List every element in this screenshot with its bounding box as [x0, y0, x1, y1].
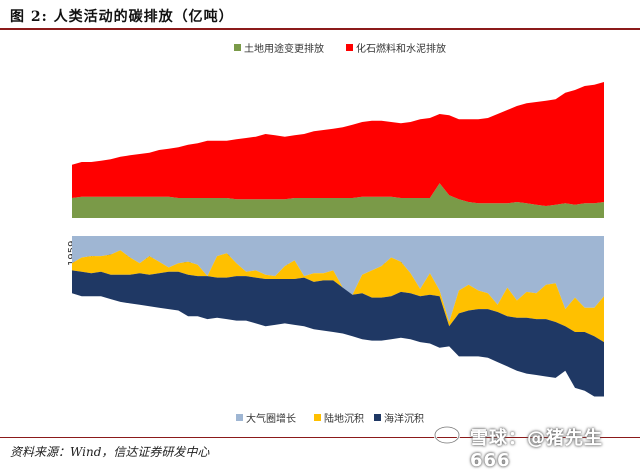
area-land-use: [72, 183, 604, 218]
source-note: 资料来源：Wind，信达证券研发中心: [10, 445, 210, 459]
legend-bottom: 大气圈增长 陆地沉积 海洋沉积: [236, 412, 424, 425]
legend-label-atmosphere: 大气圈增长: [246, 412, 296, 425]
legend-label-land-sink: 陆地沉积: [324, 412, 364, 425]
legend-label-ocean-sink: 海洋沉积: [384, 412, 424, 425]
title-rule: [0, 28, 640, 30]
figure-title: 图 2: 人类活动的碳排放（亿吨）: [10, 9, 234, 25]
legend-swatch-fossil: [346, 44, 353, 51]
legend-swatch-land-use: [234, 44, 241, 51]
legend-label-land-use: 土地用途变更排放: [244, 42, 324, 55]
emissions-areas: [72, 82, 604, 218]
legend-label-fossil: 化石燃料和水泥排放: [356, 42, 446, 55]
area-fossil: [72, 82, 604, 206]
sinks-areas: [72, 236, 604, 397]
legend-swatch-ocean-sink: [374, 414, 381, 421]
snowball-logo-icon: [433, 425, 461, 445]
source-rule: [0, 437, 640, 438]
area-ocean-sink: [72, 270, 604, 397]
legend-swatch-atmosphere: [236, 414, 243, 421]
carbon-emission-chart: 1959196119631965196719691971197319751977…: [67, 42, 604, 425]
legend-swatch-land-sink: [314, 414, 321, 421]
axis-band-bg: [72, 218, 604, 236]
title-bar: 图 2: 人类活动的碳排放（亿吨）: [0, 0, 640, 30]
legend-top: 土地用途变更排放 化石燃料和水泥排放: [234, 42, 446, 55]
area-land-sink: [72, 250, 604, 343]
